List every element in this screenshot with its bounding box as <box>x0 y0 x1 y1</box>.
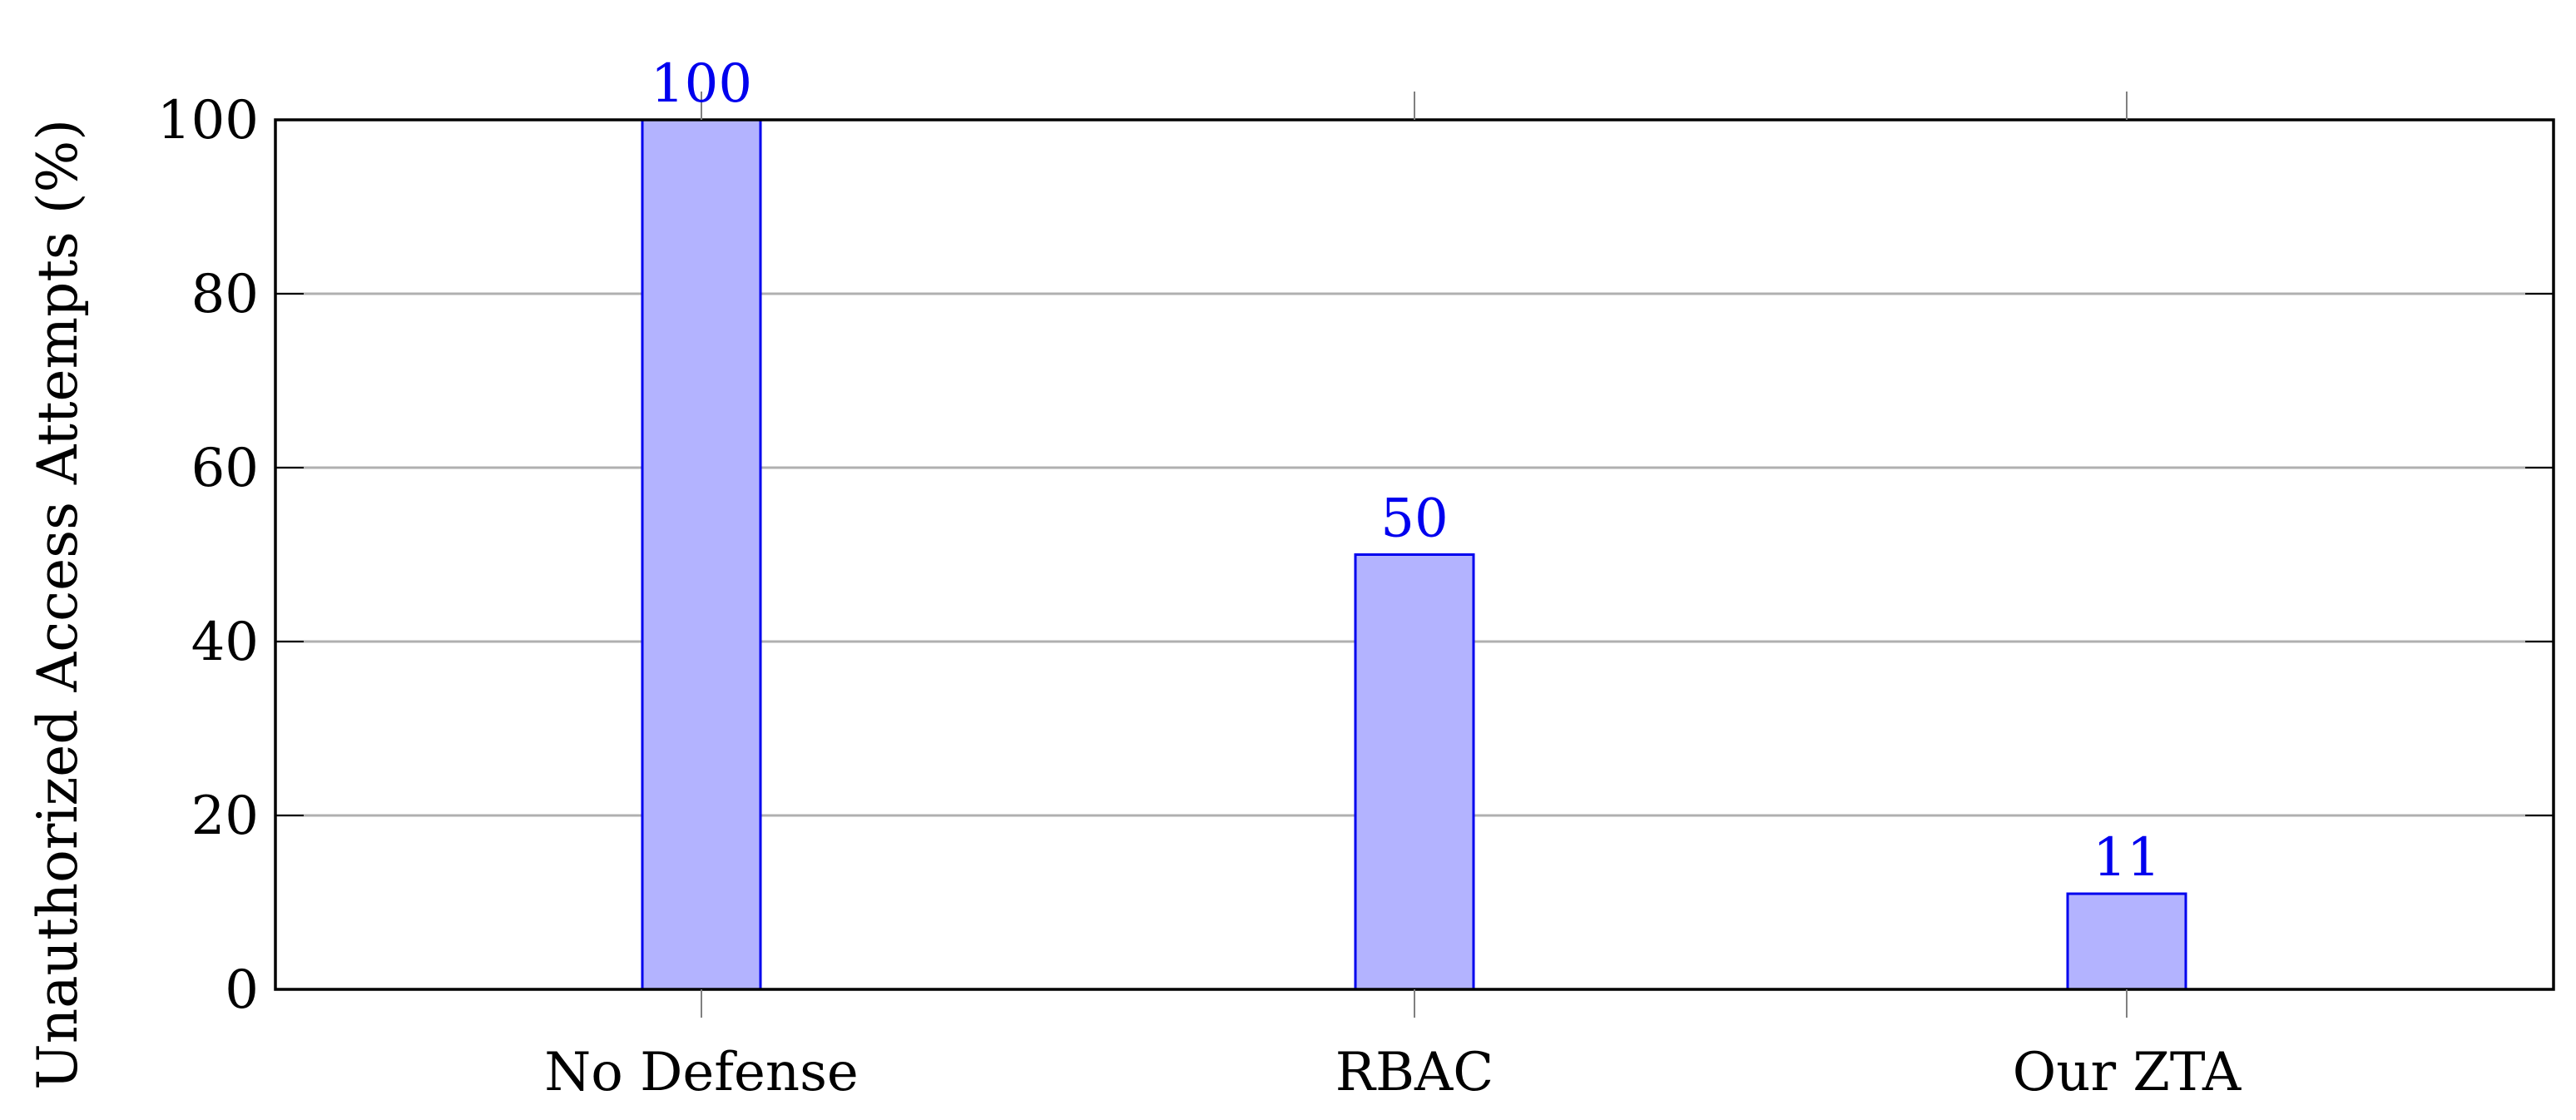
x-tick-label-rbac: RBAC <box>1335 1042 1494 1103</box>
x-tick-label-no-defense: No Defense <box>544 1042 859 1103</box>
x-tick-label-our-zta: Our ZTA <box>2013 1042 2242 1103</box>
bar-rbac <box>1354 553 1475 991</box>
y-tick-label-0: 0 <box>225 959 259 1021</box>
data-labels: 100 50 11 <box>651 53 2161 889</box>
bar-our-zta <box>2066 892 2187 991</box>
bar-no-defense <box>641 118 762 991</box>
data-label-our-zta: 11 <box>2093 827 2160 889</box>
bars <box>641 118 2187 991</box>
axis-ticks: 0 20 40 60 80 100 No Defense RBAC Our ZTA <box>157 90 2554 1103</box>
y-axis-title: Unauthorized Access Attempts (%) <box>26 119 90 1090</box>
data-label-rbac: 50 <box>1380 488 1448 550</box>
y-tick-label-40: 40 <box>191 612 259 673</box>
y-tick-label-60: 60 <box>191 438 259 499</box>
y-tick-label-20: 20 <box>191 785 259 847</box>
y-tick-label-80: 80 <box>191 264 259 325</box>
y-tick-label-100: 100 <box>157 90 259 151</box>
data-label-no-defense: 100 <box>651 53 752 115</box>
